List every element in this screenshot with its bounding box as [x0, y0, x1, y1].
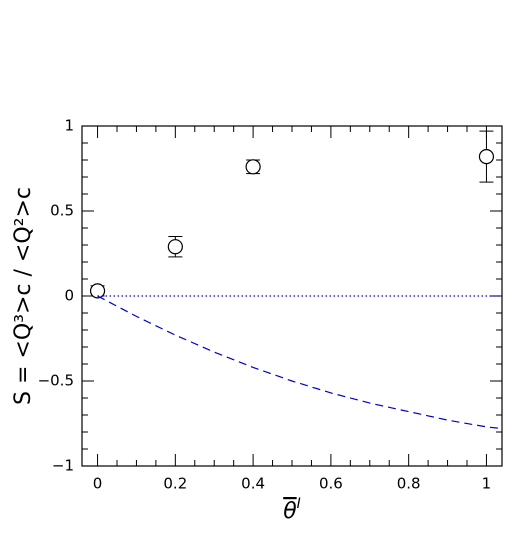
- data-point: [478, 149, 495, 165]
- data-point: [245, 159, 261, 175]
- y-axis-label: S = <Q³>c / <Q²>c: [11, 187, 36, 405]
- x-label-base: θ: [283, 499, 297, 524]
- x-tick-label: 0.4: [241, 475, 265, 493]
- x-tick-label: 0.6: [319, 475, 343, 493]
- x-tick-label: 1: [482, 475, 492, 493]
- x-tick-label: 0.2: [163, 475, 187, 493]
- x-tick-label: 0: [93, 475, 103, 493]
- x-axis-label: θI: [283, 496, 301, 524]
- y-tick-label: 0.5: [50, 202, 74, 220]
- x-tick-label: 0.8: [397, 475, 421, 493]
- y-tick-label: −0.5: [38, 372, 74, 390]
- curve: [97, 295, 503, 430]
- data-point: [89, 283, 106, 299]
- x-label-sup: I: [297, 496, 301, 512]
- data-point: [167, 239, 183, 255]
- y-tick-label: −1: [52, 457, 74, 475]
- y-tick-label: 0: [64, 287, 74, 305]
- y-tick-label: 1: [64, 117, 74, 135]
